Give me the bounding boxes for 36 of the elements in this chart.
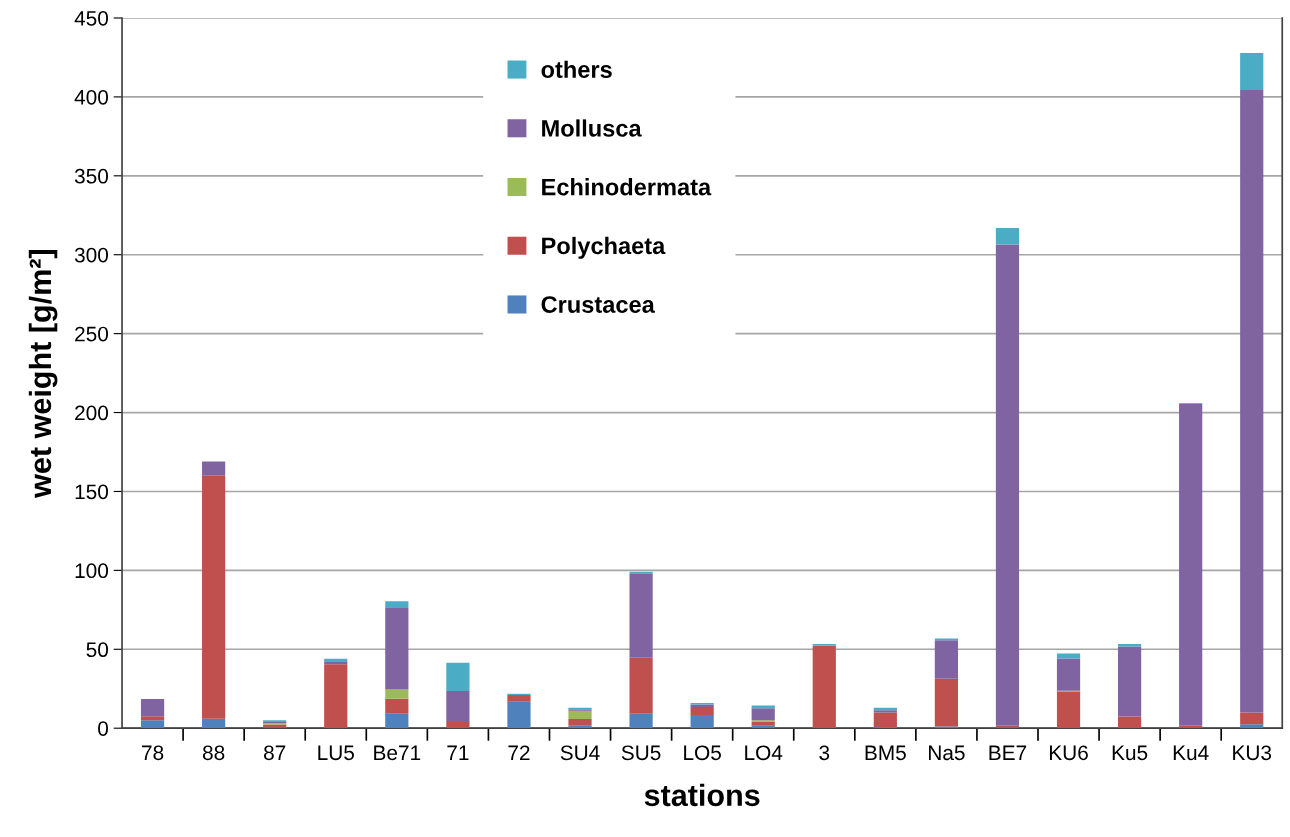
x-tick-label: 71 [447,745,469,760]
y-tick-label: 350 [74,168,109,184]
x-tick-label: Ku5 [1112,745,1148,761]
x-tick-label: Na5 [929,745,965,761]
x-tick-label: KU3 [1233,745,1272,761]
x-tick-label: BE7 [989,745,1027,760]
x-tick-label: BM5 [865,745,906,761]
y-tick-label: 0 [98,721,109,736]
x-tick-label: LO4 [745,745,783,761]
y-tick-label: 400 [74,89,109,105]
x-tick-label: 78 [142,745,164,761]
legend-label: Mollusca [542,119,642,137]
x-tick-label: Ku4 [1173,745,1209,761]
x-tick-label: Be71 [374,745,421,761]
y-tick-label: 200 [75,405,109,421]
x-tick-label: SU5 [621,745,661,761]
y-axis-title: wet weight [g/m²] [28,250,58,498]
y-tick-label: 300 [74,247,109,263]
x-tick-label: 88 [202,745,225,761]
legend-label: Polychaeta [542,236,666,259]
legend-label: Echinodermata [542,178,712,196]
legend-label: Crustacea [541,296,655,313]
x-axis-title: stations [644,783,760,807]
y-tick-label: 150 [75,484,109,500]
x-tick-label: KU6 [1049,745,1088,761]
x-tick-label: 3 [819,745,830,761]
x-tick-label: LU5 [318,745,354,761]
y-tick-label: 450 [74,11,109,26]
x-tick-label: LO5 [684,745,721,761]
x-tick-label: 87 [264,745,286,761]
y-tick-label: 250 [75,326,109,342]
x-tick-label: 72 [508,745,530,760]
legend-label: others [541,60,612,78]
x-tick-label: SU4 [560,745,600,761]
y-tick-label: 100 [75,563,109,579]
y-tick-label: 50 [86,642,109,658]
